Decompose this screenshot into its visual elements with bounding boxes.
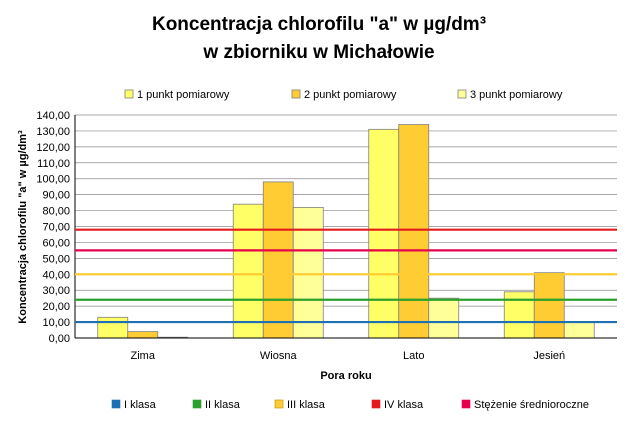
x-tick-label: Lato: [403, 350, 424, 362]
y-tick-label: 100,00: [36, 174, 70, 186]
legend-label: Stężenie średnioroczne: [474, 399, 589, 411]
x-tick-label: Wiosna: [260, 350, 298, 362]
y-tick-label: 30,00: [42, 285, 70, 297]
bar: [533, 272, 565, 339]
legend-label: 3 punkt pomiarowy: [470, 89, 563, 101]
bar: [127, 331, 159, 339]
y-tick-label: 130,00: [36, 126, 70, 138]
legend-swatch: [457, 89, 467, 99]
bar: [563, 321, 595, 339]
legend-swatch: [192, 399, 202, 409]
legend-label: I klasa: [124, 399, 157, 411]
bar: [232, 203, 264, 339]
legend-swatch: [111, 399, 121, 409]
series-legend: 1 punkt pomiarowy 2 punkt pomiarowy 3 punk…: [124, 89, 563, 101]
bar: [262, 181, 294, 339]
y-tick-label: 120,00: [36, 142, 70, 154]
x-axis-title: Pora roku: [320, 370, 371, 382]
y-tick-label: 0,00: [49, 333, 70, 345]
y-tick-label: 20,00: [42, 301, 70, 313]
y-tick-label: 140,00: [36, 110, 70, 122]
reference-legend: I klasa II klasa III klasa IV klasa Stężenie…: [111, 399, 589, 411]
x-tick-label: Jesień: [533, 350, 565, 362]
legend-swatch: [124, 89, 134, 99]
y-tick-label: 80,00: [42, 206, 70, 218]
legend-label: IV klasa: [384, 399, 424, 411]
chart-title-line-1: Koncentracja chlorofilu "a" w µg/dm³: [152, 14, 486, 35]
bar: [292, 206, 324, 339]
legend-swatch: [371, 399, 381, 409]
legend-swatch: [274, 399, 284, 409]
legend-swatch: [461, 399, 471, 409]
y-tick-label: 60,00: [42, 237, 70, 249]
legend-label: 1 punkt pomiarowy: [137, 89, 230, 101]
y-tick-label: 50,00: [42, 253, 70, 265]
y-tick-label: 70,00: [42, 222, 70, 234]
y-tick-label: 40,00: [42, 269, 70, 281]
legend-label: II klasa: [205, 399, 241, 411]
bar: [428, 297, 460, 339]
y-tick-label: 110,00: [37, 158, 70, 170]
bar: [368, 128, 400, 339]
bar: [398, 124, 430, 339]
y-tick-label: 90,00: [42, 190, 70, 202]
chart-title-line-2: w zbiorniku w Michałowie: [202, 42, 434, 63]
y-axis-title: Koncentracja chlorofilu "a" w µg/dm³: [17, 130, 29, 324]
legend-swatch: [291, 89, 301, 99]
y-tick-label: 10,00: [42, 317, 70, 329]
legend-label: III klasa: [287, 399, 326, 411]
x-tick-label: Zima: [131, 350, 156, 362]
legend-label: 2 punkt pomiarowy: [304, 89, 397, 101]
plot-area: 0,00 10,00 20,00 30,00 40,00 50,00 60,00 70,00 8…: [36, 110, 617, 362]
bar: [97, 316, 129, 339]
